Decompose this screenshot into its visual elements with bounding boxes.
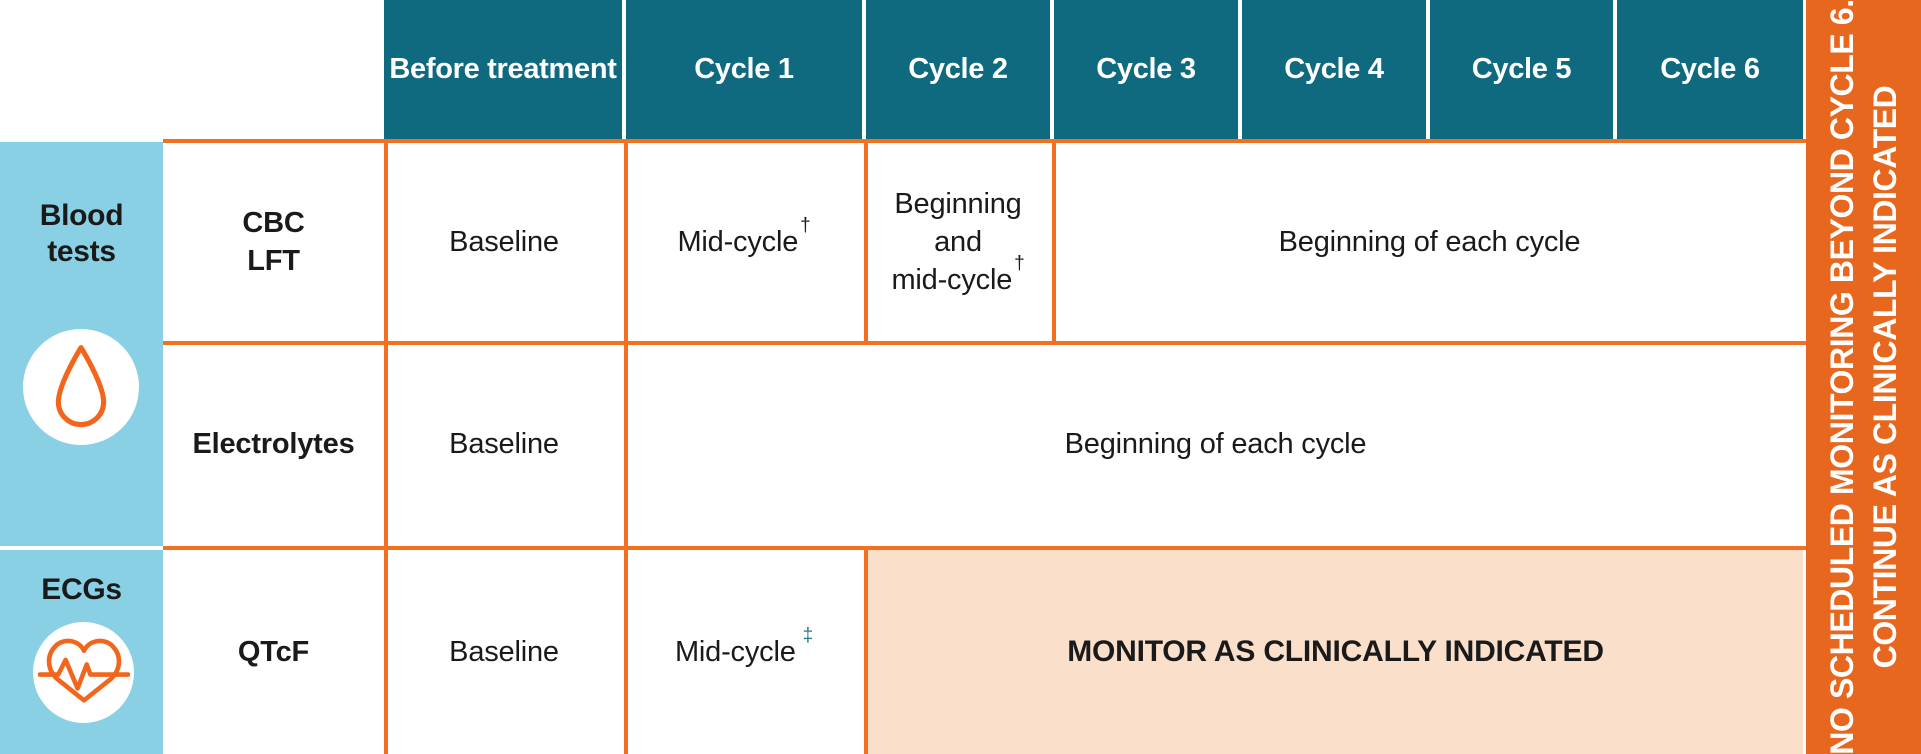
sidebar-blood-tests-label: Blood tests xyxy=(39,199,124,268)
cell-text: Mid-cycle ‡ xyxy=(674,626,813,671)
header-cell-cycle-3: Cycle 3 xyxy=(1054,0,1238,139)
no-scheduled-monitoring-banner-text: NO SCHEDULED MONITORING BEYOND CYCLE 6. … xyxy=(1806,0,1921,754)
header-label: Cycle 2 xyxy=(908,53,1008,85)
row-label-qtcf: QTcF xyxy=(163,550,384,754)
header-label: Cycle 6 xyxy=(1660,53,1760,85)
row-label-text: CBC LFT xyxy=(242,207,305,277)
grid-line-before-cycle1 xyxy=(624,139,628,754)
row-label-text: Electrolytes xyxy=(192,427,355,460)
blood-drop-icon xyxy=(48,342,114,433)
header-label: Cycle 1 xyxy=(694,53,794,85)
sidebar-ecgs-label: ECGs xyxy=(41,573,122,606)
cell-electrolytes-before-treatment: Baseline xyxy=(388,345,620,542)
header-label: Cycle 5 xyxy=(1471,53,1572,85)
cell-qtcf-cycle-1: Mid-cycle ‡ xyxy=(628,550,860,754)
heart-ecg-icon xyxy=(37,630,130,715)
header-cell-cycle-2: Cycle 2 xyxy=(866,0,1050,139)
grid-line-cycle2-cycle3 xyxy=(1052,139,1056,345)
cell-text-main: Mid-cycle xyxy=(677,226,799,258)
double-dagger-footnote-marker: ‡ xyxy=(802,625,814,647)
cell-text: MONITOR AS CLINICALLY INDICATED xyxy=(1067,635,1604,668)
header-cell-before-treatment: Before treatment xyxy=(384,0,622,139)
row-label-cbc-lft: CBC LFT xyxy=(163,143,384,341)
header-label: Before treatment xyxy=(389,53,617,85)
cell-text: Baseline xyxy=(449,226,559,258)
cell-qtcf-before-treatment: Baseline xyxy=(388,550,620,754)
header-cell-cycle-4: Cycle 4 xyxy=(1242,0,1426,139)
cell-text-main: Beginning and mid-cycle xyxy=(891,188,1022,296)
grid-line-cycle1-cycle2-bottom xyxy=(864,546,868,754)
cell-cbc-before-treatment: Baseline xyxy=(388,143,620,341)
dagger-footnote-marker: † xyxy=(800,215,811,237)
cell-text: Mid-cycle† xyxy=(677,216,810,261)
blood-tests-icon-circle xyxy=(23,329,139,445)
grid-line-cycle1-cycle2-top xyxy=(864,139,868,345)
grid-line-below-header xyxy=(163,139,1806,143)
header-label: Cycle 3 xyxy=(1096,53,1196,85)
row-label-electrolytes: Electrolytes xyxy=(163,345,384,542)
cell-text: Baseline xyxy=(449,427,559,460)
row-label-text: QTcF xyxy=(237,636,310,668)
no-scheduled-monitoring-banner xyxy=(1806,0,1921,754)
cell-text: Baseline xyxy=(449,636,559,668)
banner-line-2: CONTINUE AS CLINICALLY INDICATED xyxy=(1866,85,1903,669)
banner-line-1: NO SCHEDULED MONITORING BEYOND CYCLE 6. xyxy=(1823,0,1860,754)
dagger-footnote-marker: † xyxy=(1014,253,1025,275)
cell-text: Beginning of each cycle xyxy=(1064,427,1367,460)
header-cell-cycle-1: Cycle 1 xyxy=(626,0,862,139)
header-label: Cycle 4 xyxy=(1284,53,1384,85)
grid-line-row-1-2 xyxy=(163,341,1806,345)
grid-line-row-2-3 xyxy=(163,546,1806,550)
grid-line-label-column xyxy=(384,139,388,754)
ecgs-icon-circle xyxy=(33,622,134,723)
cell-text: Beginning of each cycle xyxy=(1278,226,1581,258)
cell-text: Beginning and mid-cycle† xyxy=(891,185,1024,299)
header-cell-cycle-6: Cycle 6 xyxy=(1617,0,1803,139)
cell-cbc-cycle-2: Beginning and mid-cycle† xyxy=(868,143,1048,341)
cell-electrolytes-cycles-1-to-6: Beginning of each cycle xyxy=(628,345,1803,542)
cell-cbc-cycles-3-to-6: Beginning of each cycle xyxy=(1056,143,1803,341)
cell-cbc-cycle-1: Mid-cycle† xyxy=(628,143,860,341)
header-cell-cycle-5: Cycle 5 xyxy=(1430,0,1613,139)
cell-text-main: Mid-cycle xyxy=(674,636,796,668)
cell-qtcf-cycles-2-to-6-highlight: MONITOR AS CLINICALLY INDICATED xyxy=(868,550,1803,754)
